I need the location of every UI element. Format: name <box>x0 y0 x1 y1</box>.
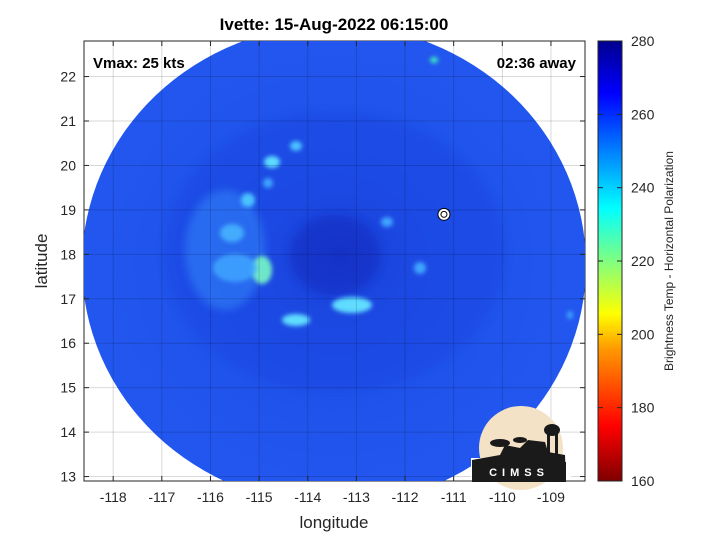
x-tick-label: -114 <box>294 489 321 505</box>
colorbar-label: Brightness Temp - Horizontal Polarizatio… <box>662 151 676 371</box>
x-axis-ticks: -118 -117 -116 -115 -114 -113 -112 -111 -110 -109 <box>100 41 565 505</box>
x-axis-label: longitude <box>299 513 368 532</box>
convective-spots <box>213 57 573 326</box>
colorbar-tick-label: 180 <box>631 400 655 416</box>
y-tick-label: 13 <box>60 469 76 485</box>
colorbar: 280 260 240 220 200 180 160 Brightness Temp - … <box>597 33 676 489</box>
chart-title: Ivette: 15-Aug-2022 06:15:00 <box>220 15 449 34</box>
convective-spot <box>290 141 302 151</box>
convective-spot <box>567 311 573 319</box>
vmax-annotation: Vmax: 25 kts <box>93 55 185 72</box>
y-axis-ticks: 13 14 15 16 17 18 19 20 21 22 <box>60 69 585 485</box>
colorbar-tick-label: 240 <box>631 180 655 196</box>
cloud-band <box>185 190 265 310</box>
convective-spot <box>213 254 257 282</box>
convective-spot <box>332 297 372 313</box>
colorbar-tick-label: 160 <box>631 473 655 489</box>
convective-spot <box>263 178 273 188</box>
cimss-logo: CIMSS <box>471 406 571 490</box>
colorbar-tick-label: 280 <box>631 33 655 49</box>
x-tick-label: -117 <box>148 489 175 505</box>
convective-spot <box>282 314 310 326</box>
x-tick-label: -113 <box>343 489 370 505</box>
convective-spot <box>241 193 255 207</box>
colorbar-ticks: 280 260 240 220 200 180 160 <box>598 33 655 489</box>
x-tick-label: -112 <box>392 489 419 505</box>
x-tick-label: -110 <box>489 489 516 505</box>
y-tick-label: 19 <box>60 202 76 218</box>
x-tick-label: -116 <box>197 489 224 505</box>
y-tick-label: 17 <box>60 291 76 307</box>
convective-spot <box>264 156 280 168</box>
y-tick-label: 18 <box>60 246 76 262</box>
colorbar-tick-label: 220 <box>631 253 655 269</box>
storm-center-marker <box>437 207 451 221</box>
grid-lines <box>84 41 585 481</box>
y-tick-label: 14 <box>60 424 76 440</box>
brightness-temp-swath <box>84 41 585 481</box>
eye-core <box>290 215 380 295</box>
convective-spot <box>220 224 244 242</box>
convective-spot <box>252 256 272 284</box>
y-tick-label: 21 <box>60 113 76 129</box>
y-tick-label: 16 <box>60 335 76 351</box>
x-tick-label: -109 <box>537 489 565 505</box>
x-tick-label: -115 <box>246 489 273 505</box>
y-axis-label: latitude <box>32 234 51 289</box>
x-tick-label: -118 <box>100 489 127 505</box>
convective-spot <box>381 217 393 227</box>
x-tick-label: -111 <box>441 489 467 505</box>
colorbar-tick-label: 200 <box>631 326 655 342</box>
convective-spot <box>430 57 438 63</box>
time-offset-annotation: 02:36 away <box>497 55 577 72</box>
cimss-logo-text: CIMSS <box>489 467 549 479</box>
y-tick-label: 15 <box>60 380 76 396</box>
convective-spot <box>414 262 426 274</box>
y-tick-label: 20 <box>60 157 76 173</box>
y-tick-label: 22 <box>60 69 76 85</box>
colorbar-tick-label: 260 <box>631 106 655 122</box>
